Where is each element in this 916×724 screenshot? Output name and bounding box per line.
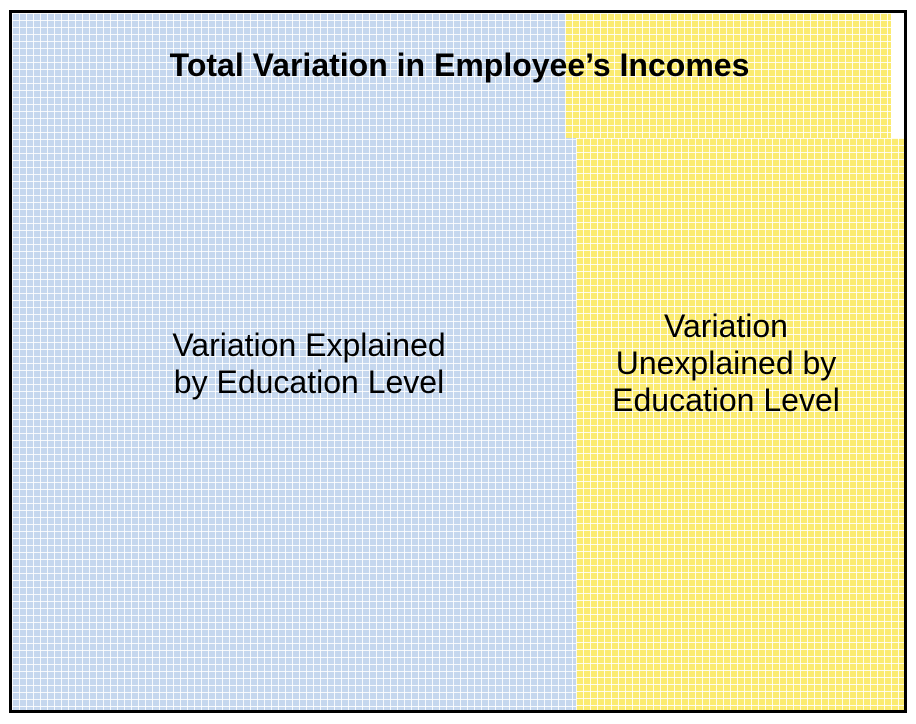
unexplained-variation-label: Variation Unexplained by Education Level: [576, 308, 876, 419]
explained-label-line-1: Variation Explained: [172, 327, 446, 363]
unexplained-label-line-3: Education Level: [612, 382, 840, 419]
explained-label-line-2: by Education Level: [173, 364, 445, 401]
unexplained-label-line-2: Unexplained by: [615, 345, 837, 382]
explained-variation-region: [12, 13, 576, 710]
diagram-frame: Total Variation in Employee’s Incomes Va…: [9, 10, 907, 713]
unexplained-variation-region: [576, 138, 904, 710]
unexplained-label-line-1: Variation: [664, 308, 788, 344]
diagram-title: Total Variation in Employee’s Incomes: [12, 47, 904, 84]
explained-variation-label: Variation Explained by Education Level: [52, 327, 566, 401]
diagram-title-text: Total Variation in Employee’s Incomes: [169, 47, 750, 83]
unexplained-variation-region-top: [565, 13, 891, 138]
